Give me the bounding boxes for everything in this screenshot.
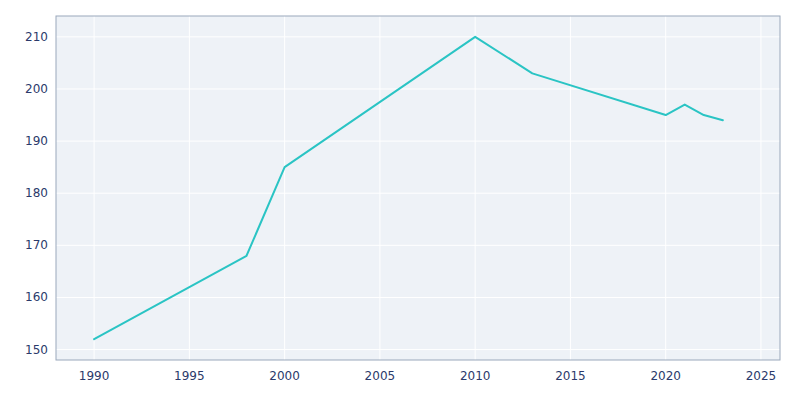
x-grid-line [189, 16, 190, 360]
plot-frame [56, 16, 780, 360]
y-tick-label: 200 [25, 82, 48, 96]
x-grid-line [570, 16, 571, 360]
x-tick-label: 2020 [650, 369, 681, 383]
x-tick-label: 1995 [174, 369, 205, 383]
x-tick-label: 2025 [746, 369, 777, 383]
y-tick-label: 160 [25, 290, 48, 304]
y-grid-line [56, 141, 780, 142]
chart-svg: 1990 1995 2000 2005 2010 2015 2020 2025 150 160 17… [0, 0, 800, 400]
y-tick-label: 190 [25, 134, 48, 148]
y-grid-line [56, 193, 780, 194]
x-grid-line [665, 16, 666, 360]
x-grid-line [379, 16, 380, 360]
x-grid-line [284, 16, 285, 360]
data-layer [94, 37, 723, 339]
y-tick-label: 170 [25, 238, 48, 252]
x-grid-line [94, 16, 95, 360]
y-grid-line [56, 36, 780, 37]
grid [56, 16, 780, 360]
y-grid-line [56, 245, 780, 246]
x-tick-label: 2005 [365, 369, 396, 383]
y-tick-label: 150 [25, 343, 48, 357]
y-grid-line [56, 297, 780, 298]
x-tick-label: 2000 [269, 369, 300, 383]
y-tick-label: 210 [25, 30, 48, 44]
y-grid-line [56, 88, 780, 89]
y-tick-label: 180 [25, 186, 48, 200]
x-grid-line [760, 16, 761, 360]
x-tick-label: 2015 [555, 369, 586, 383]
plot-background [56, 16, 780, 360]
x-tick-label: 2010 [460, 369, 491, 383]
y-grid-line [56, 349, 780, 350]
tick-labels: 1990 1995 2000 2005 2010 2015 2020 2025 150 160 17… [25, 30, 776, 383]
chart-container: 1990 1995 2000 2005 2010 2015 2020 2025 150 160 17… [0, 0, 800, 400]
population-line [94, 37, 723, 339]
x-tick-label: 1990 [79, 369, 110, 383]
x-grid-line [475, 16, 476, 360]
page: {"chart_data": {"type": "line", "x": [19… [0, 0, 800, 400]
